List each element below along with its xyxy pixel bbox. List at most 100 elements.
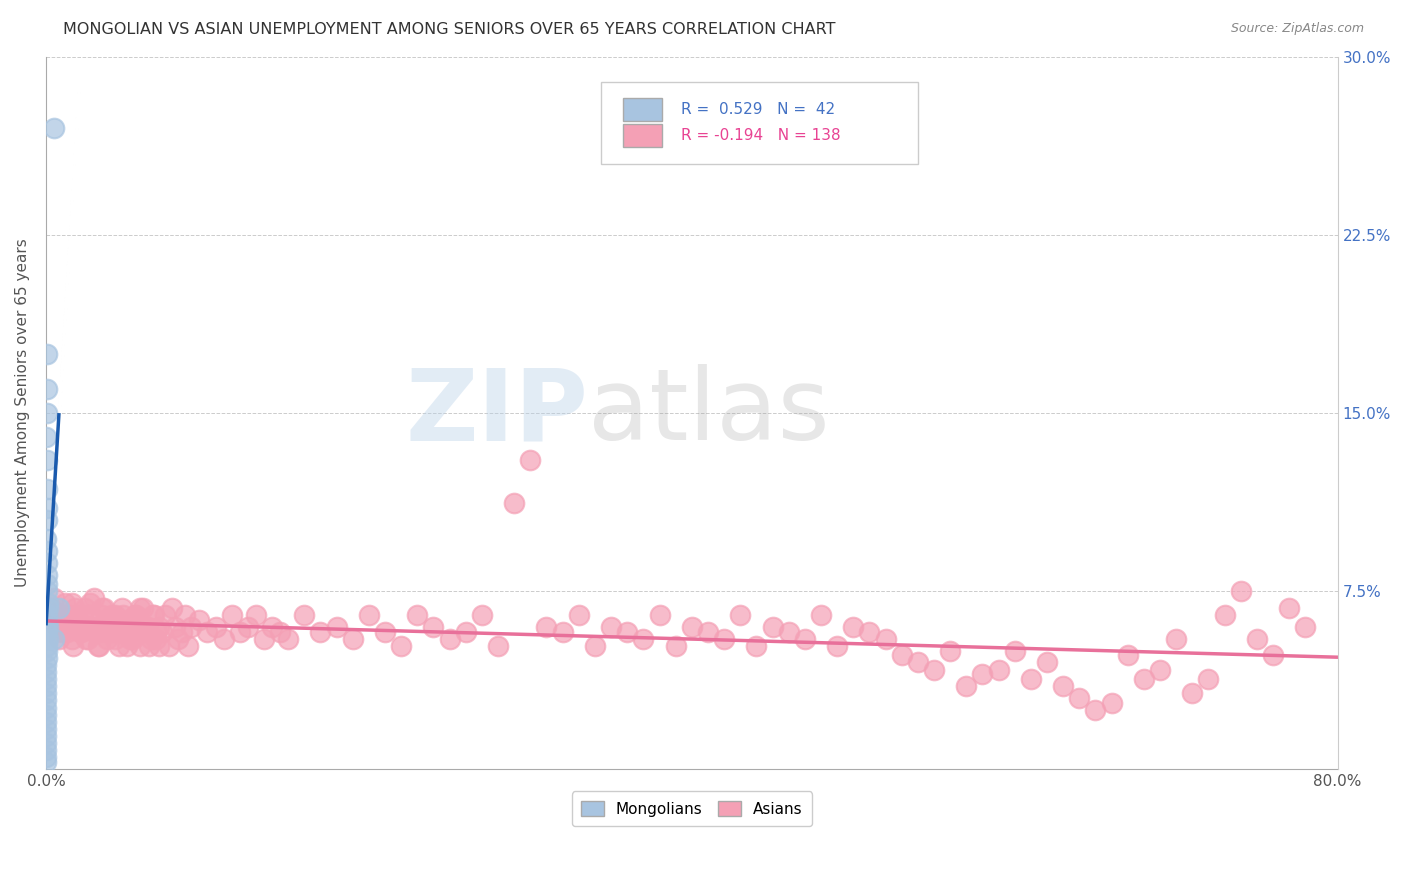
Text: atlas: atlas — [589, 365, 830, 461]
Point — [49, 620, 72, 634]
Point — [132, 624, 155, 639]
Point — [35, 679, 58, 693]
Point — [66, 607, 89, 622]
Point — [35, 577, 58, 591]
Point — [48, 607, 70, 622]
Point — [35, 672, 58, 686]
Point — [972, 667, 994, 681]
Point — [1166, 632, 1188, 646]
Point — [37, 620, 59, 634]
Point — [104, 632, 127, 646]
Point — [37, 567, 59, 582]
Point — [35, 736, 58, 750]
Point — [35, 750, 58, 764]
Point — [374, 624, 396, 639]
Point — [1036, 656, 1059, 670]
Point — [955, 679, 977, 693]
Point — [37, 600, 59, 615]
Point — [80, 607, 103, 622]
Point — [127, 620, 149, 634]
Point — [1261, 648, 1284, 663]
Point — [309, 624, 332, 639]
Point — [35, 722, 58, 736]
Point — [793, 632, 815, 646]
Point — [118, 620, 141, 634]
Point — [1181, 686, 1204, 700]
Point — [52, 607, 75, 622]
Point — [97, 624, 120, 639]
Point — [177, 639, 200, 653]
Point — [439, 632, 461, 646]
Point — [37, 639, 59, 653]
Point — [292, 607, 315, 622]
Point — [72, 620, 94, 634]
Point — [583, 639, 606, 653]
Point — [204, 620, 226, 634]
Point — [73, 600, 96, 615]
Point — [616, 624, 638, 639]
Point — [48, 600, 70, 615]
Point — [35, 755, 58, 769]
Point — [35, 453, 58, 467]
Point — [35, 700, 58, 714]
Point — [35, 382, 58, 396]
Point — [1246, 632, 1268, 646]
Point — [89, 624, 111, 639]
Point — [600, 620, 623, 634]
Point — [56, 615, 79, 629]
Point — [357, 607, 380, 622]
Point — [63, 600, 86, 615]
Point — [173, 607, 195, 622]
Point — [325, 620, 347, 634]
FancyBboxPatch shape — [623, 98, 662, 120]
Point — [197, 624, 219, 639]
Point — [112, 620, 135, 634]
Point — [568, 607, 591, 622]
Point — [260, 620, 283, 634]
Point — [59, 607, 82, 622]
Point — [1019, 672, 1042, 686]
Point — [103, 624, 125, 639]
Point — [1229, 584, 1251, 599]
Point — [46, 620, 69, 634]
Point — [35, 430, 58, 444]
Point — [37, 615, 59, 629]
Point — [37, 584, 59, 599]
Point — [907, 656, 929, 670]
Point — [1278, 600, 1301, 615]
Point — [66, 620, 89, 634]
Point — [810, 607, 832, 622]
Legend: Mongolians, Asians: Mongolians, Asians — [572, 791, 811, 826]
Point — [697, 624, 720, 639]
Point — [1052, 679, 1074, 693]
Point — [858, 624, 880, 639]
Point — [471, 607, 494, 622]
Point — [519, 453, 541, 467]
Point — [633, 632, 655, 646]
Point — [35, 707, 58, 722]
Point — [922, 663, 945, 677]
Point — [1004, 643, 1026, 657]
Point — [1149, 663, 1171, 677]
Point — [111, 600, 134, 615]
Point — [35, 729, 58, 743]
Point — [125, 607, 148, 622]
Point — [84, 620, 107, 634]
Point — [389, 639, 412, 653]
Point — [454, 624, 477, 639]
Point — [728, 607, 751, 622]
Point — [37, 346, 59, 360]
Point — [35, 665, 58, 679]
Point — [91, 607, 114, 622]
Point — [875, 632, 897, 646]
Point — [145, 624, 167, 639]
Point — [135, 620, 157, 634]
Point — [42, 632, 65, 646]
Point — [551, 624, 574, 639]
Point — [67, 613, 90, 627]
Point — [51, 624, 73, 639]
Point — [253, 632, 276, 646]
Point — [1084, 703, 1107, 717]
Point — [132, 600, 155, 615]
Point — [236, 620, 259, 634]
